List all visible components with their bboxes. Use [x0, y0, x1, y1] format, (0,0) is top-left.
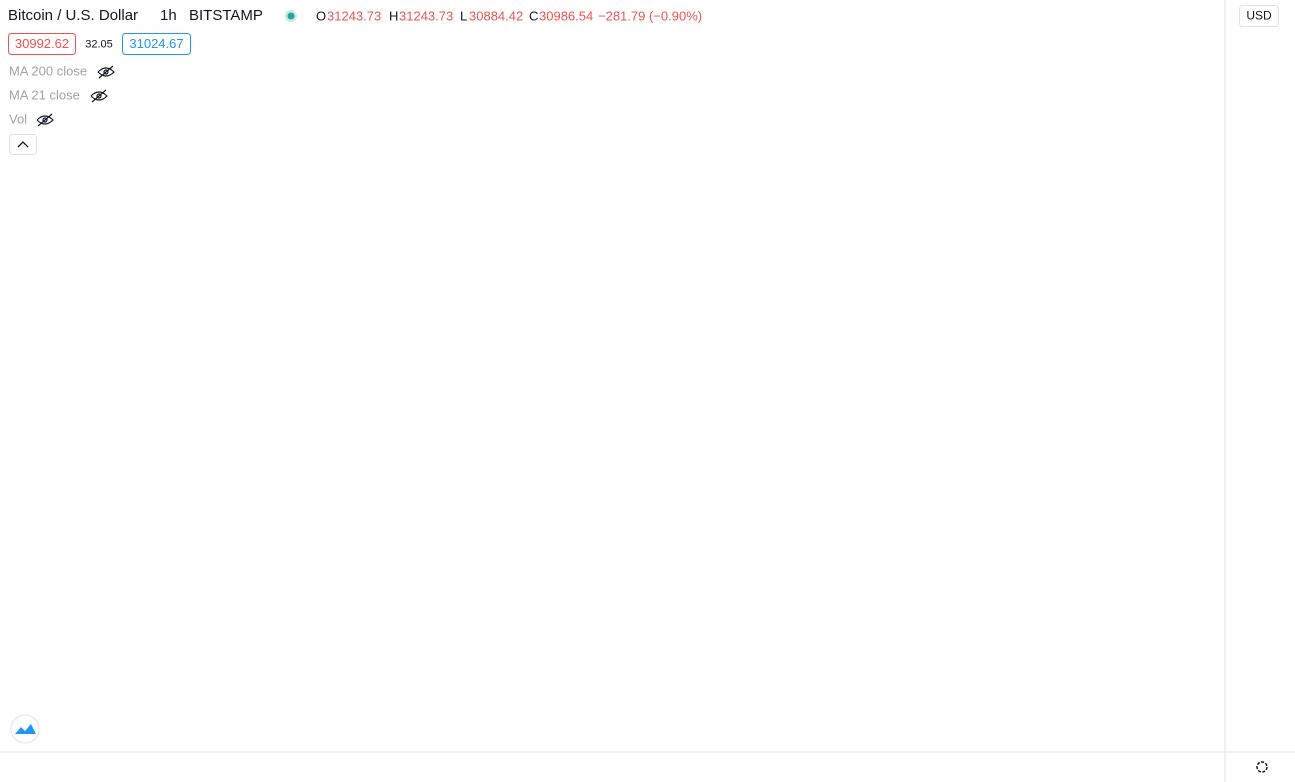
status-dot [287, 12, 295, 20]
eye-icons[interactable] [36, 65, 115, 127]
ohlc-value: 31243.73 [327, 8, 381, 23]
ohlc-label: O [316, 8, 326, 23]
header: Bitcoin / U.S. Dollar 1h BITSTAMP O 3124… [8, 5, 1279, 773]
ohlc-label: L [460, 8, 467, 23]
ohlc-value: 30986.54 [539, 8, 593, 23]
ohlc-label: C [529, 8, 538, 23]
exchange: BITSTAMP [189, 7, 263, 24]
collapse-button[interactable] [9, 134, 37, 155]
ask-box[interactable] [122, 33, 191, 55]
spread: 32.05 [85, 38, 113, 50]
change: −281.79 (−0.90%) [598, 8, 702, 23]
currency-box[interactable] [1239, 5, 1279, 27]
settings-icon[interactable] [1256, 761, 1268, 773]
indicator[interactable]: MA 21 close [9, 87, 80, 102]
ohlc-value: 30884.42 [469, 8, 523, 23]
indicator[interactable]: MA 200 close [9, 63, 87, 78]
logo-shape[interactable] [15, 724, 36, 734]
logo[interactable] [10, 714, 40, 744]
indicator[interactable]: Vol [9, 111, 27, 126]
currency[interactable]: USD [1246, 9, 1272, 23]
ohlc-label: H [389, 8, 398, 23]
ohlc-value: 31243.73 [399, 8, 453, 23]
bid-box[interactable] [8, 33, 76, 55]
bid[interactable]: 30992.62 [15, 36, 69, 51]
symbol: Bitcoin / U.S. Dollar [8, 7, 138, 24]
chevron[interactable] [17, 141, 29, 148]
interval: 1h [160, 7, 177, 24]
ask[interactable]: 31024.67 [129, 36, 183, 51]
